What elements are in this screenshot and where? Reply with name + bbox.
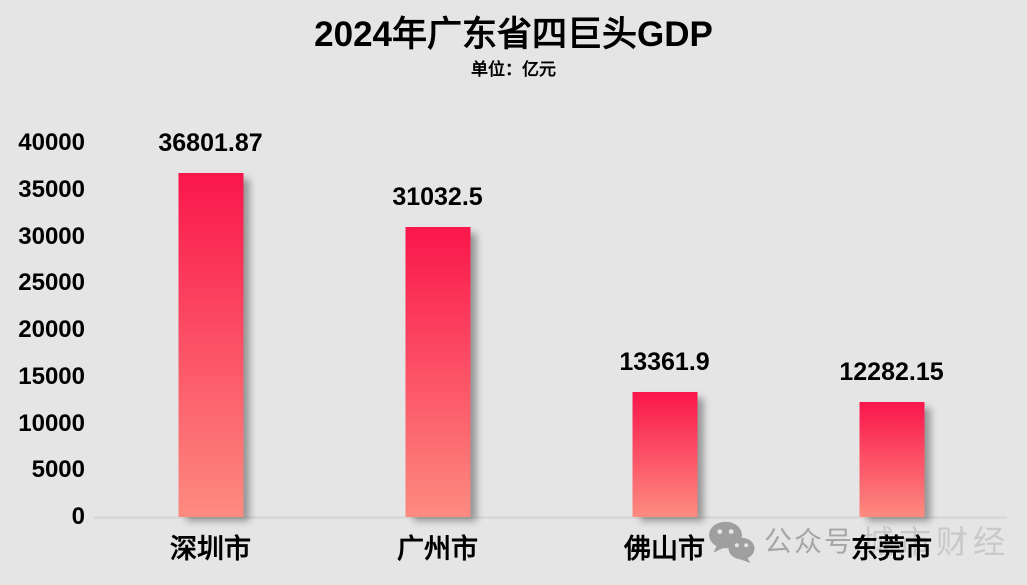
wechat-icon bbox=[709, 521, 755, 563]
watermark-label: 公众号 bbox=[764, 526, 855, 557]
plot-area: 36801.87 深圳市 31032.5 广州市 13361.9 佛山市 12282.15 东… bbox=[97, 130, 1005, 563]
gdp-bar bbox=[178, 172, 243, 517]
bar-value-label: 13361.9 bbox=[619, 348, 710, 377]
y-axis-tick-label: 0 bbox=[71, 503, 85, 530]
gdp-bar bbox=[405, 226, 470, 517]
y-axis-tick-label: 25000 bbox=[18, 269, 85, 297]
chart-title: 2024年广东省四巨头GDP bbox=[314, 15, 713, 54]
watermark-brand: 城市财经 bbox=[862, 524, 1011, 560]
y-axis-tick-label: 40000 bbox=[18, 129, 85, 156]
bar-slot: 31032.5 广州市 bbox=[324, 143, 551, 562]
y-axis: 0 5000 10000 15000 20000 25000 30000 35000 40000 bbox=[0, 131, 85, 529]
bar-slot: 12282.15 东莞市 bbox=[778, 143, 1005, 563]
bar-slot: 13361.9 佛山市 bbox=[551, 143, 778, 563]
y-axis-tick-label: 15000 bbox=[18, 362, 85, 390]
x-axis-label: 深圳市 bbox=[170, 534, 251, 564]
bar-value-label: 36801.87 bbox=[158, 128, 263, 157]
y-axis-tick-label: 30000 bbox=[18, 222, 85, 250]
x-axis-label: 佛山市 bbox=[624, 534, 705, 564]
gdp-bar bbox=[859, 402, 924, 517]
bar-slot: 36801.87 深圳市 bbox=[97, 130, 324, 562]
y-axis-tick-label: 35000 bbox=[18, 175, 85, 203]
y-axis-tick-label: 5000 bbox=[31, 456, 85, 484]
x-axis-label: 广州市 bbox=[397, 534, 478, 564]
chart-subtitle: 单位：亿元 bbox=[471, 60, 556, 79]
y-axis-tick-label: 10000 bbox=[18, 409, 85, 437]
gdp-bar bbox=[632, 392, 697, 517]
bar-value-label: 31032.5 bbox=[392, 182, 483, 211]
bar-value-label: 12282.15 bbox=[839, 358, 944, 387]
x-axis-line bbox=[94, 516, 1007, 519]
x-axis-label: 东莞市 bbox=[851, 534, 932, 564]
y-axis-tick-label: 20000 bbox=[18, 316, 85, 343]
watermark: 公众号 城市财经 bbox=[708, 520, 1010, 564]
